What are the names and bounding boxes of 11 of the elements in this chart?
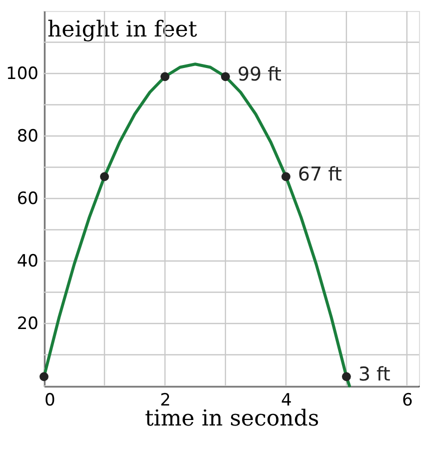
x-tick-label: 0 — [44, 390, 56, 410]
data-label: 99 ft — [237, 64, 282, 86]
data-label: 3 ft — [358, 364, 390, 386]
y-tick-label: 80 — [16, 126, 38, 146]
y-tick-label: 60 — [16, 189, 38, 209]
y-axis-title: height in feet — [48, 18, 198, 42]
y-tick-label: 100 — [6, 64, 38, 84]
y-tick-label: 20 — [16, 314, 38, 334]
x-tick-label: 6 — [402, 390, 413, 410]
data-label: 67 ft — [298, 164, 342, 186]
y-tick-label: 40 — [16, 252, 38, 272]
